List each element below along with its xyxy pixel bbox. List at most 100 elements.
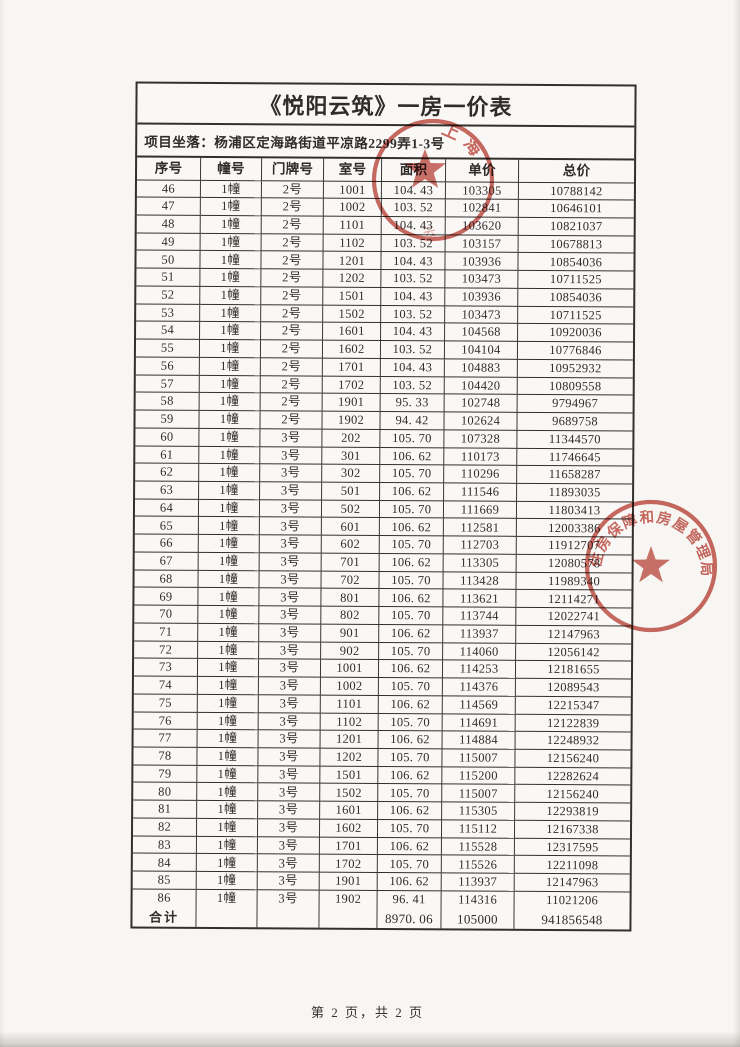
table-cell: 1幢	[197, 659, 260, 678]
table-cell: 106. 62	[378, 695, 443, 714]
table-cell: 105. 70	[379, 571, 444, 590]
table-cell: 3号	[260, 482, 323, 501]
table-cell: 10678813	[518, 235, 634, 254]
table-cell: 104. 43	[381, 287, 446, 307]
table-cell: 9794967	[517, 395, 633, 414]
table-cell: 96. 41	[377, 890, 442, 909]
table-cell: 502	[321, 500, 381, 519]
table-cell: 84	[132, 853, 197, 873]
table-cell: 62	[135, 463, 200, 482]
table-cell: 1602	[319, 819, 379, 838]
table-cell: 302	[322, 464, 381, 483]
total-cell: 105000	[441, 908, 515, 929]
table-cell: 1501	[320, 766, 379, 785]
table-cell: 68	[134, 570, 199, 589]
table-cell: 82	[132, 818, 198, 837]
table-cell: 12181655	[515, 661, 632, 680]
table-cell: 1幢	[200, 322, 262, 341]
table-cell: 113744	[443, 607, 517, 626]
table-cell: 1202	[320, 748, 379, 767]
table-cell: 104883	[444, 359, 518, 378]
table-cell: 105. 70	[378, 748, 443, 768]
table-cell: 3号	[258, 783, 321, 802]
table-cell: 50	[136, 250, 201, 270]
table-cell: 112581	[443, 518, 517, 538]
table-cell: 801	[321, 589, 380, 608]
table-cell: 1602	[322, 340, 382, 359]
table-cell: 2号	[261, 198, 324, 217]
table-cell: 103936	[445, 288, 519, 307]
table-cell: 78	[133, 747, 198, 766]
table-cell: 3号	[258, 712, 321, 731]
table-cell: 3号	[258, 659, 322, 678]
column-header-cell: 门牌号	[261, 158, 325, 182]
scan-edge-shadow-bottom	[0, 1031, 740, 1047]
table-cell: 52	[136, 286, 201, 305]
table-cell: 1幢	[198, 641, 260, 660]
table-cell: 3号	[259, 499, 323, 519]
table-cell: 1幢	[198, 535, 260, 554]
star-icon	[404, 149, 446, 188]
scan-edge-shadow-left	[0, 0, 5, 1047]
table-cell: 12293819	[515, 803, 631, 822]
table-cell: 1幢	[198, 499, 261, 518]
table-cell: 111546	[444, 483, 518, 502]
table-cell: 74	[133, 676, 198, 695]
table-cell: 3号	[259, 517, 322, 536]
table-cell: 110296	[444, 465, 518, 484]
column-header-cell: 幢号	[200, 157, 263, 181]
table-cell: 113937	[443, 625, 517, 644]
table-cell: 802	[321, 606, 380, 625]
table-cell: 3号	[257, 872, 320, 891]
table-cell: 701	[321, 553, 380, 572]
table-cell: 10711525	[518, 270, 634, 290]
table-cell: 3号	[257, 836, 320, 856]
table-cell: 64	[134, 499, 200, 518]
table-cell: 72	[134, 641, 199, 660]
table-cell: 1幢	[199, 339, 262, 359]
table-cell: 1201	[320, 730, 379, 749]
table-cell: 115305	[442, 802, 516, 821]
table-cell: 104. 43	[380, 358, 445, 377]
star-icon	[632, 546, 670, 583]
table-cell: 2号	[260, 340, 324, 359]
table-cell: 1幢	[196, 836, 258, 855]
table-cell: 107328	[444, 430, 518, 449]
table-cell: 106. 62	[378, 802, 443, 821]
table-cell: 3号	[259, 606, 322, 625]
table-cell: 1幢	[196, 818, 259, 837]
table-cell: 1幢	[199, 375, 261, 394]
table-cell: 1702	[319, 855, 378, 874]
table-cell: 113621	[443, 589, 517, 608]
table-cell: 112703	[443, 536, 517, 555]
table-cell: 70	[134, 605, 199, 624]
table-cell: 105. 70	[377, 855, 442, 874]
table-cell: 57	[135, 375, 200, 394]
table-cell: 11344570	[517, 430, 633, 450]
table-cell: 10776846	[517, 341, 634, 361]
table-cell: 49	[136, 233, 201, 252]
table-cell: 3号	[258, 730, 321, 749]
table-cell: 1502	[323, 305, 382, 324]
table-cell: 115007	[442, 784, 516, 804]
total-cell: 8970. 06	[377, 908, 442, 929]
table-cell: 12215347	[515, 696, 631, 716]
table-cell: 2号	[260, 358, 323, 377]
table-cell: 106. 62	[377, 873, 442, 892]
column-header-cell: 序号	[136, 157, 202, 181]
table-cell: 1幢	[199, 446, 261, 465]
table-cell: 12147963	[514, 873, 630, 893]
table-cell: 12317595	[514, 838, 630, 857]
table-cell: 103. 52	[381, 270, 446, 289]
table-cell: 67	[134, 552, 199, 571]
table-cell: 2号	[261, 287, 324, 306]
table-cell: 103. 52	[380, 376, 445, 395]
table-cell: 69	[134, 587, 199, 606]
table-cell: 105. 70	[378, 678, 443, 697]
table-cell: 12156240	[515, 749, 631, 769]
table-cell: 2号	[261, 233, 324, 253]
table-cell: 301	[322, 447, 381, 466]
table-cell: 501	[322, 482, 381, 501]
table-cell: 102624	[444, 412, 518, 431]
table-cell: 901	[321, 624, 380, 643]
